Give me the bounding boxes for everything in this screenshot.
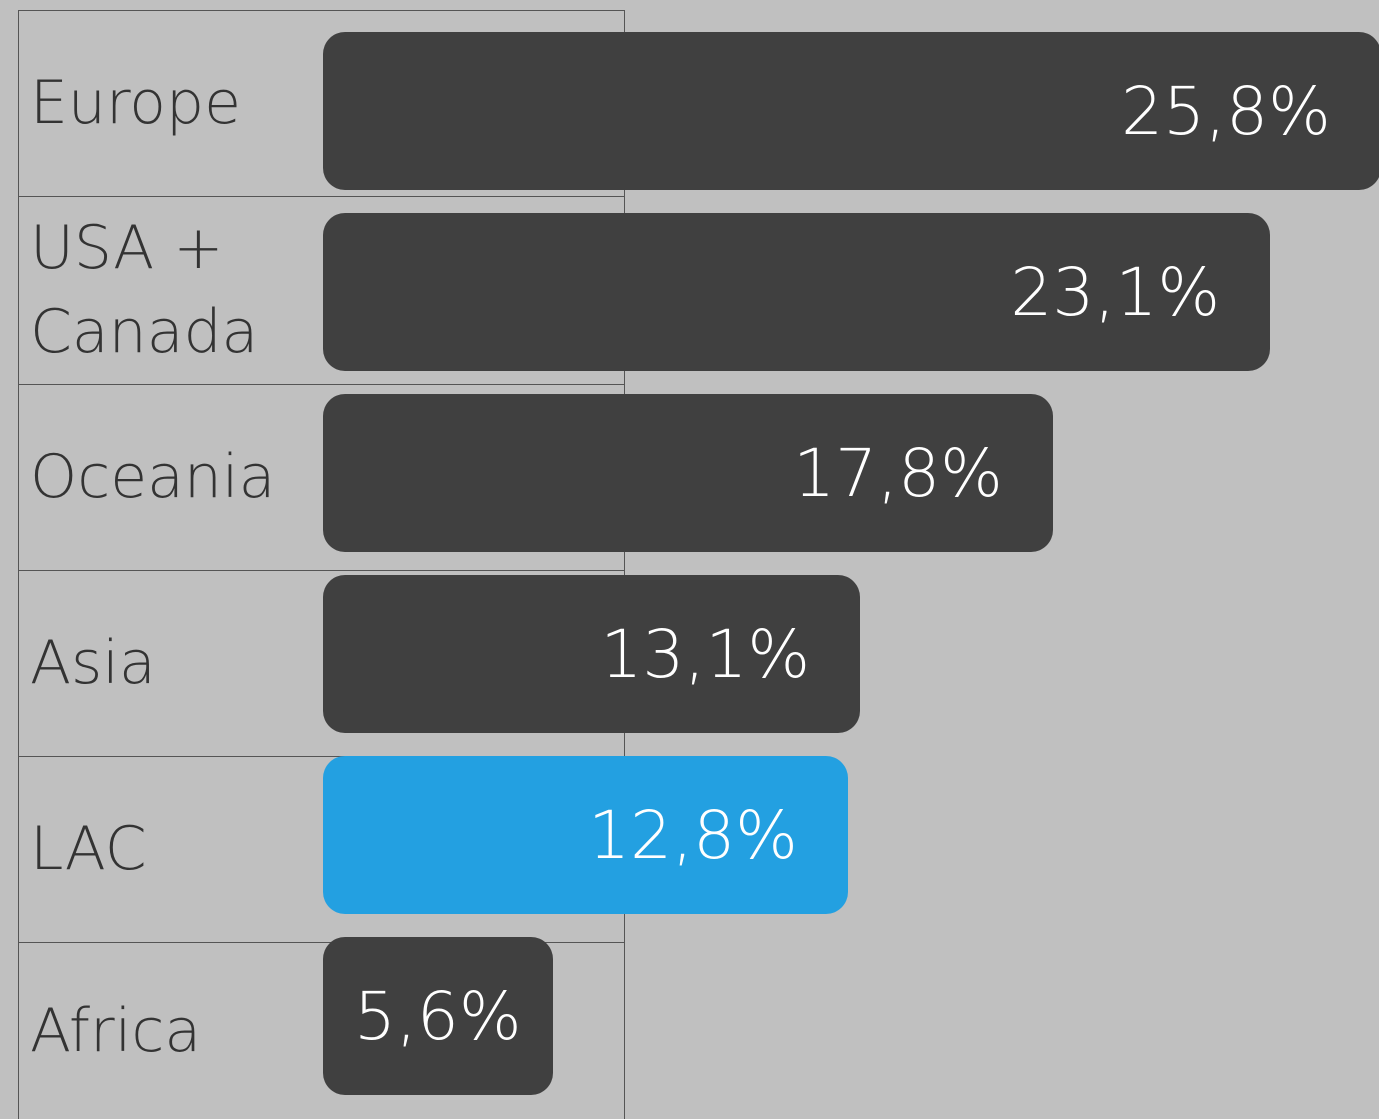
table-cell [18,942,625,1119]
category-label: Europe [30,68,241,138]
value-label: 13,1% [600,615,811,693]
bar: 5,6% [323,937,553,1095]
bar: 23,1% [323,213,1271,371]
bar: 12,8% [323,756,848,914]
value-label: 17,8% [793,434,1003,512]
category-label: LAC [30,814,147,884]
category-label: Africa [30,995,202,1066]
bar: 25,8% [323,32,1379,190]
value-label: 25,8% [1121,72,1331,150]
value-label: 12,8% [588,796,798,874]
value-label: 5,6% [353,977,522,1055]
value-label: 23,1% [1010,253,1221,331]
category-label: Oceania [30,442,276,512]
category-label: USA + Canada [30,213,259,367]
category-label: Asia [30,628,156,698]
bar: 13,1% [323,575,861,733]
bar: 17,8% [323,394,1053,552]
